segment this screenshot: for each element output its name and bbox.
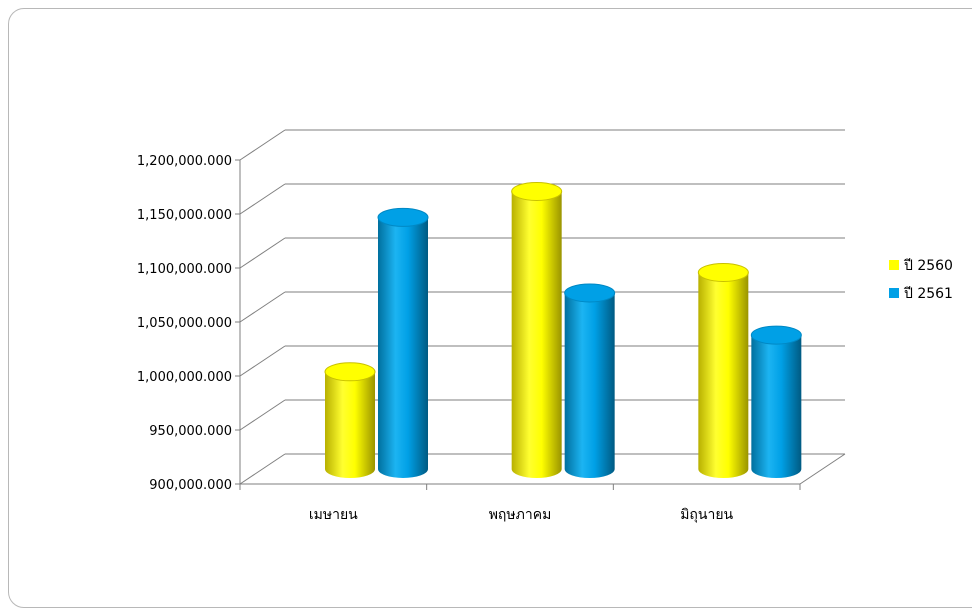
gridline-diagonal (239, 129, 286, 161)
bar-body (325, 371, 375, 478)
axes (235, 159, 846, 490)
bar-body (378, 217, 428, 478)
gridline-diagonal (239, 399, 286, 431)
legend: ปี 2560 ปี 2561 (889, 258, 953, 302)
bar-top (750, 325, 802, 345)
bars (324, 181, 802, 478)
bar-top (697, 262, 749, 282)
gridline-diagonal (239, 237, 286, 269)
floor-edge (799, 453, 846, 485)
bar-body (564, 292, 615, 478)
y-tick-label: 900,000.000 (149, 478, 232, 493)
legend-swatch (889, 288, 899, 298)
legend-label: ปี 2560 (904, 258, 953, 274)
bar-chart: 900,000.000 950,000.000 1,000,000.000 1,050… (137, 129, 953, 523)
bar-body (511, 191, 562, 478)
bar-1-0 (377, 207, 429, 478)
gridline-diagonal (239, 291, 286, 323)
y-tick-label: 1,000,000.000 (137, 370, 232, 385)
bar-body (698, 272, 749, 478)
gridline-diagonal (239, 183, 286, 215)
y-tick-label: 1,050,000.000 (137, 316, 232, 331)
gridline-diagonal (239, 345, 286, 377)
bar-0-1 (511, 181, 563, 478)
gridline-diagonal (239, 453, 286, 485)
legend-swatch (889, 260, 899, 270)
bar-top (377, 207, 429, 227)
axis-labels: 900,000.000 950,000.000 1,000,000.000 1,050… (137, 154, 734, 523)
y-tick-label: 1,200,000.000 (137, 154, 232, 169)
y-tick-label: 950,000.000 (149, 424, 232, 439)
bar-top (511, 181, 563, 201)
x-tick-label: พฤษภาคม (489, 507, 552, 523)
bar-1-2 (750, 325, 802, 478)
bar-top (564, 283, 616, 303)
legend-label: ปี 2561 (904, 286, 953, 302)
bar-body (751, 335, 802, 478)
bar-top (324, 362, 376, 382)
x-tick-label: เมษายน (309, 507, 358, 523)
y-tick-label: 1,150,000.000 (137, 208, 232, 223)
x-tick-label: มิถุนายน (680, 507, 733, 523)
chart-frame (8, 8, 972, 608)
bar-1-1 (564, 283, 616, 478)
bar-0-2 (697, 262, 749, 478)
y-tick-label: 1,100,000.000 (137, 262, 232, 277)
bar-0-0 (324, 362, 376, 478)
